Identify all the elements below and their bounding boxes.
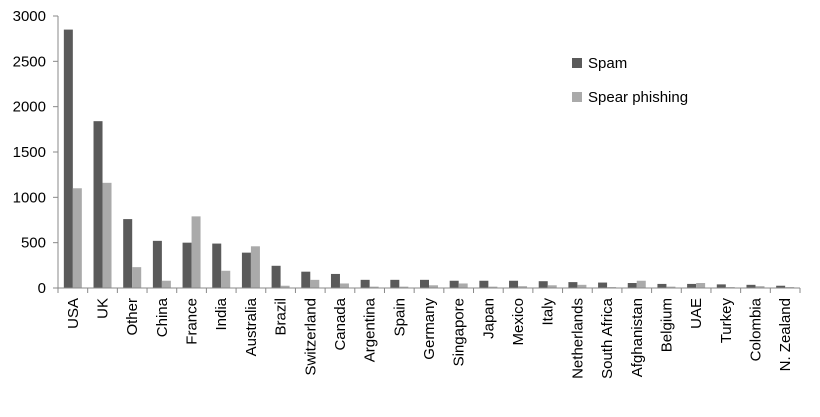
legend-swatch-spam — [572, 58, 582, 68]
bar-spam-brazil — [271, 265, 281, 288]
bar-spam-turkey — [716, 284, 726, 288]
y-tick-label: 1500 — [13, 144, 46, 161]
bar-spam-singapore — [449, 280, 459, 288]
y-axis: 0 500 1000 1500 2000 2500 3000 — [13, 8, 59, 297]
bar-spear-phishing-colombia — [755, 286, 765, 288]
bar-spam-spain — [390, 279, 400, 288]
bar-spear-phishing-spain — [399, 286, 409, 288]
legend: Spam Spear phishing — [572, 55, 688, 106]
bar-spam-germany — [420, 279, 429, 288]
bar-spam-japan — [479, 280, 489, 288]
legend-swatch-spear-phishing — [572, 92, 582, 102]
x-tick-label: Argentina — [362, 297, 379, 362]
x-tick-label: Spain — [391, 298, 408, 336]
bar-spam-argentina — [360, 279, 370, 288]
bar-spam-mexico — [509, 280, 519, 288]
bar-spear-phishing-australia — [250, 246, 260, 288]
bar-spear-phishing-other — [132, 267, 142, 288]
bar-spam-switzerland — [301, 271, 311, 288]
x-tick-label: Afghanistan — [629, 298, 646, 377]
bar-spam-belgium — [657, 283, 667, 288]
bar-spam-china — [152, 240, 162, 288]
bar-spear-phishing-singapore — [458, 283, 468, 288]
bar-spear-phishing-canada — [339, 283, 349, 288]
y-tick-label: 2000 — [13, 99, 46, 116]
y-tick-label: 1000 — [13, 189, 46, 206]
x-tick-label: UK — [95, 298, 112, 319]
bar-spam-uk — [93, 121, 103, 288]
x-tick-label: France — [184, 298, 201, 345]
bar-spear-phishing-netherlands — [577, 284, 587, 288]
x-tick-label: Belgium — [658, 298, 675, 352]
bar-spam-n-zealand — [776, 285, 786, 288]
x-tick-label: N. Zealand — [777, 298, 794, 371]
bar-spear-phishing-france — [191, 216, 201, 288]
bar-spear-phishing-uk — [102, 182, 112, 288]
bar-spam-uae — [687, 283, 697, 288]
x-tick-label: Mexico — [510, 298, 527, 346]
x-tick-label: Other — [124, 298, 141, 336]
legend-label-spear-phishing: Spear phishing — [588, 89, 688, 106]
bar-spear-phishing-italy — [547, 285, 557, 288]
bar-spam-other — [123, 219, 133, 288]
y-tick-label: 2500 — [13, 53, 46, 70]
x-tick-label: Japan — [480, 298, 497, 339]
bar-spear-phishing-uae — [696, 283, 706, 288]
legend-label-spam: Spam — [588, 55, 627, 72]
bar-spear-phishing-china — [161, 280, 171, 288]
bar-spear-phishing-mexico — [518, 286, 528, 288]
bar-spam-netherlands — [568, 282, 578, 288]
bar-spam-south-africa — [598, 282, 608, 288]
x-axis: USA UK Other China France India Australia Brazi… — [57, 287, 801, 379]
x-tick-label: Canada — [332, 297, 349, 350]
bar-spam-france — [182, 242, 192, 288]
x-tick-label: Colombia — [747, 297, 764, 361]
x-tick-label: UAE — [688, 298, 705, 329]
x-tick-label: India — [213, 297, 230, 330]
bar-spear-phishing-japan — [488, 286, 498, 288]
bar-spam-canada — [330, 273, 340, 288]
x-tick-label: USA — [65, 298, 82, 329]
bar-spear-phishing-afghanistan — [636, 280, 646, 288]
bar-spam-australia — [241, 252, 251, 288]
bar-spam-india — [212, 243, 222, 288]
x-tick-label: Turkey — [718, 298, 735, 344]
y-tick-label: 3000 — [13, 8, 46, 25]
bar-spear-phishing-india — [221, 270, 231, 288]
bar-spam-usa — [63, 29, 73, 288]
x-tick-label: China — [154, 297, 171, 337]
y-tick-label: 500 — [21, 235, 46, 252]
x-tick-label: Singapore — [451, 298, 468, 366]
x-tick-label: Netherlands — [569, 298, 586, 379]
x-tick-label: South Africa — [599, 297, 616, 379]
bar-spam-italy — [538, 281, 548, 288]
x-tick-label: Brazil — [273, 298, 290, 336]
y-tick-label: 0 — [38, 280, 46, 297]
x-tick-label: Switzerland — [302, 298, 319, 376]
bar-spam-colombia — [746, 284, 756, 288]
bar-spear-phishing-brazil — [280, 285, 290, 288]
bar-spear-phishing-argentina — [369, 286, 379, 288]
bar-spear-phishing-belgium — [666, 286, 676, 288]
bars — [63, 29, 795, 288]
x-tick-label: Germany — [421, 298, 438, 360]
x-tick-label: Italy — [540, 298, 557, 326]
bar-spam-afghanistan — [627, 283, 637, 288]
x-tick-label: Australia — [243, 297, 260, 356]
bar-spear-phishing-switzerland — [310, 279, 320, 288]
bar-spear-phishing-usa — [72, 188, 82, 288]
bar-spear-phishing-germany — [429, 285, 438, 288]
